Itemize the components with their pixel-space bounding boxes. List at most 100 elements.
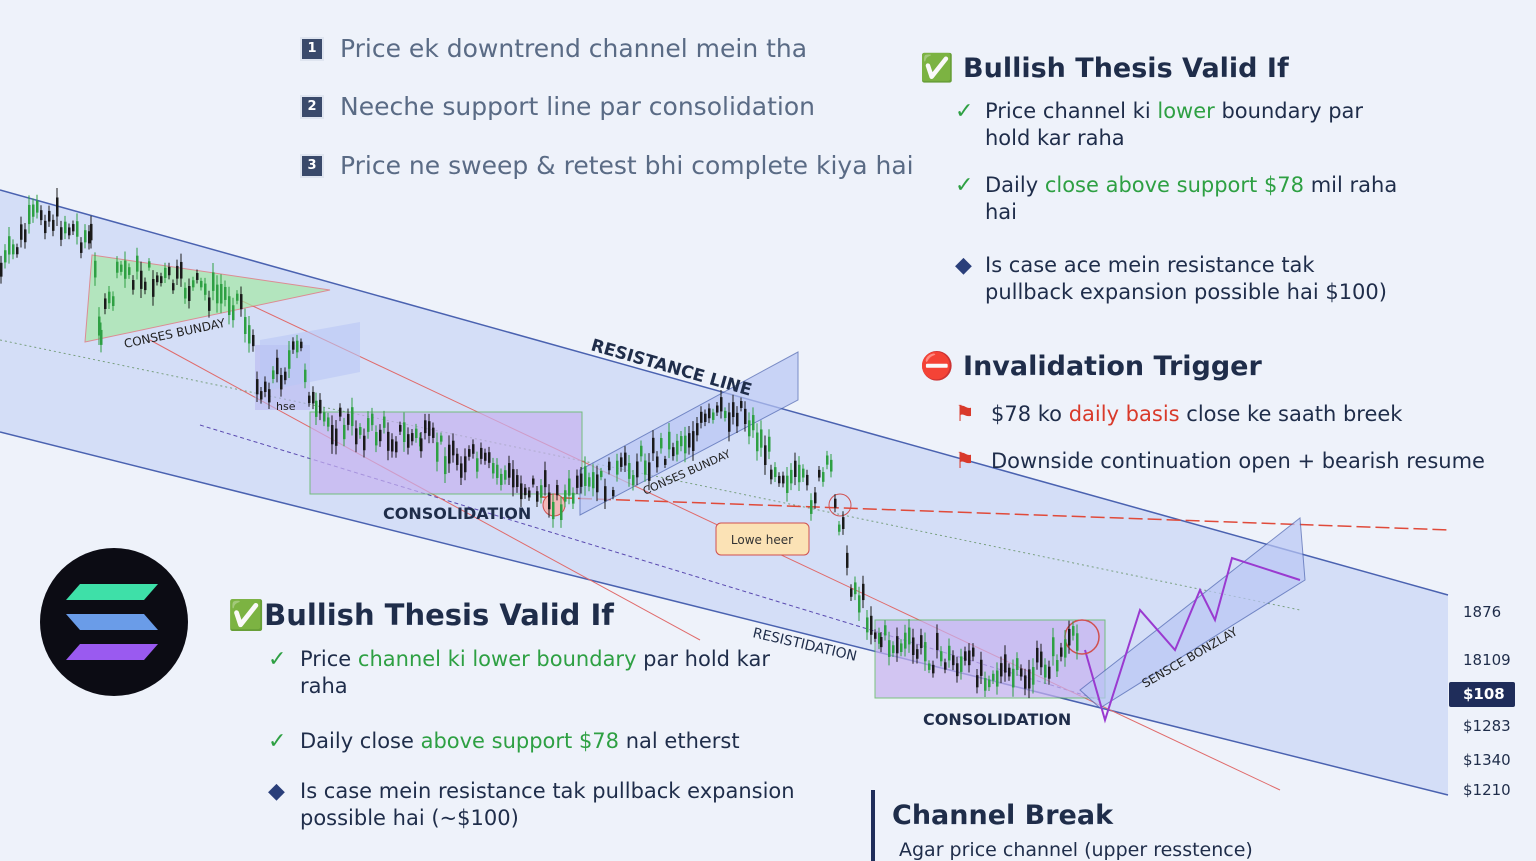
candle-body xyxy=(736,412,739,427)
item-icon: ✓ xyxy=(268,729,287,754)
item-text: daily basis xyxy=(1068,402,1180,426)
candle-body xyxy=(108,291,111,304)
candle-body xyxy=(480,447,483,459)
candle-body xyxy=(244,317,247,334)
candle-body xyxy=(744,408,747,425)
candle-body xyxy=(752,415,755,431)
item-text: Downside continuation open + bearish res… xyxy=(991,449,1485,473)
candle-body xyxy=(516,475,519,487)
candle-body xyxy=(680,436,683,447)
candle-body xyxy=(648,462,651,481)
list-item: ✓ Price channel ki lower boundary par hol… xyxy=(955,98,1405,152)
candle-body xyxy=(846,552,849,568)
candle-body xyxy=(224,286,227,300)
candle-body xyxy=(56,197,59,217)
mid-line xyxy=(0,339,1301,611)
item-text: mil raha hai xyxy=(985,173,1398,224)
candle-body xyxy=(818,469,821,478)
item-text: Price xyxy=(300,647,358,671)
candle-body xyxy=(866,617,869,633)
candle-body xyxy=(560,504,563,521)
candle-body xyxy=(704,413,707,423)
candle-body xyxy=(968,650,971,666)
support-line xyxy=(0,431,1449,796)
candle-body xyxy=(323,412,326,422)
item-text: close ke saath breek xyxy=(1179,402,1403,426)
candle-body xyxy=(84,230,87,243)
candle-body xyxy=(774,467,777,478)
price-label: 18109 xyxy=(1463,651,1511,669)
candle-body xyxy=(351,407,354,427)
candle-body xyxy=(896,636,899,654)
list-item: ✓ Daily close above support $78 mil raha … xyxy=(955,172,1405,226)
candle-body xyxy=(315,400,318,417)
label-box xyxy=(715,522,810,556)
candle-body xyxy=(790,469,793,484)
candle-body xyxy=(172,283,175,291)
candle-body xyxy=(850,588,853,597)
candle-body xyxy=(900,643,903,652)
price-label: $1210 xyxy=(1463,781,1511,799)
candle-body xyxy=(608,461,611,471)
step: 2 Neeche support line par consolidation xyxy=(300,92,815,121)
candle-body xyxy=(280,375,283,390)
candle-body xyxy=(363,435,366,451)
candle-body xyxy=(576,475,579,488)
candle-body xyxy=(572,492,575,504)
candle-body xyxy=(428,421,431,436)
projection-path xyxy=(1084,556,1301,724)
candle-body xyxy=(684,435,687,454)
candle-body xyxy=(842,517,845,529)
item-icon: ✓ xyxy=(955,99,974,124)
candle-body xyxy=(16,247,19,255)
candle-body xyxy=(770,469,773,480)
candle-body xyxy=(870,615,873,635)
candle-body xyxy=(932,664,935,674)
candle-body xyxy=(878,633,881,644)
sweep-marker xyxy=(828,493,852,517)
candle-body xyxy=(304,369,307,383)
candle-body xyxy=(296,340,299,353)
candle-body xyxy=(652,437,655,454)
candle-body xyxy=(504,470,507,480)
chart-label: hse xyxy=(276,400,296,413)
item-icon: ✓ xyxy=(268,647,287,672)
item-icon: ✓ xyxy=(955,173,974,198)
candle-body xyxy=(600,470,603,478)
price-label: $108 xyxy=(1463,685,1505,703)
candle-body xyxy=(940,651,943,662)
candle-body xyxy=(692,431,695,451)
candle-body xyxy=(208,297,211,311)
candle-body xyxy=(456,453,459,465)
candle-body xyxy=(964,651,967,661)
logo-bar xyxy=(66,614,158,630)
candle-body xyxy=(612,490,615,497)
candle-body xyxy=(1032,667,1035,685)
candle-body xyxy=(432,427,435,438)
item-text: close above support $78 xyxy=(1044,173,1305,197)
candle-body xyxy=(996,670,999,687)
candle-body xyxy=(948,645,951,661)
candle-body xyxy=(644,460,647,475)
candle-body xyxy=(548,492,551,510)
candle-body xyxy=(908,627,911,645)
candle-body xyxy=(212,272,215,291)
candle-body xyxy=(656,456,659,468)
candle-body xyxy=(604,486,607,502)
candle-body xyxy=(688,433,691,448)
chart-label: CONSOLIDATION xyxy=(383,504,531,523)
candle-body xyxy=(696,423,699,436)
candle-body xyxy=(399,424,402,432)
step-text: Price ne sweep & retest bhi complete kiy… xyxy=(340,151,914,180)
candle-body xyxy=(854,582,857,595)
item-text: Is case mein resistance tak pullback exp… xyxy=(300,779,795,830)
candle-body xyxy=(64,221,67,234)
candle-body xyxy=(300,341,303,349)
candle-body xyxy=(160,276,163,284)
candle-body xyxy=(20,224,23,240)
candle-body xyxy=(512,469,515,488)
panel-title: Bullish Thesis Valid If xyxy=(264,598,614,632)
candle-body xyxy=(232,305,235,321)
candle-body xyxy=(564,490,567,502)
